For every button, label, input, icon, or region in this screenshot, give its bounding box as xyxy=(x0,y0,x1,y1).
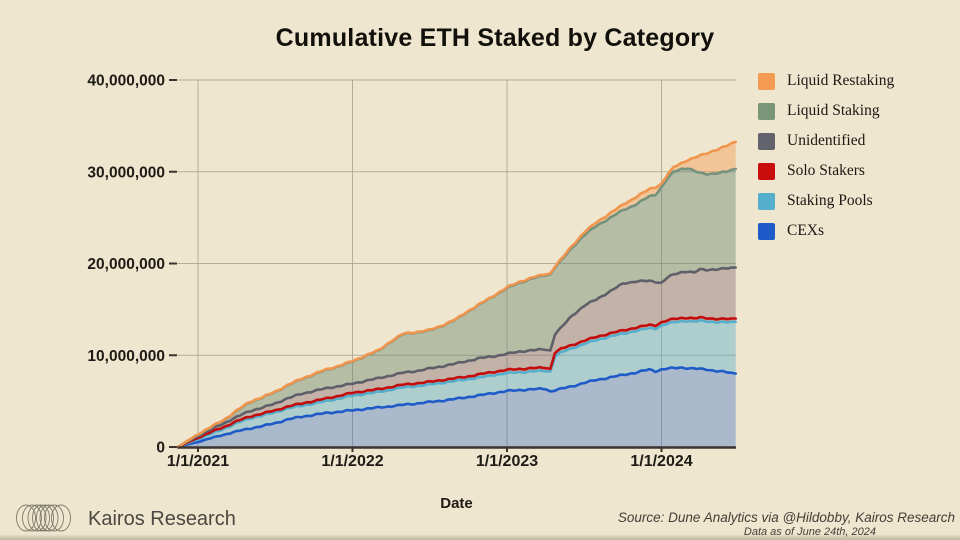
legend-label: Liquid Restaking xyxy=(787,72,895,89)
area-liquid-staking xyxy=(177,168,736,447)
legend-label: Solo Stakers xyxy=(787,162,865,179)
y-tick-label: 40,000,000 xyxy=(87,73,165,90)
legend-label: CEXs xyxy=(787,222,825,239)
x-tick-label: 1/1/2022 xyxy=(321,453,383,470)
slide-edge-shadow xyxy=(0,534,960,540)
data-as-of-note: Data as of June 24th, 2024 xyxy=(743,526,876,538)
brand-block: Kairos Research xyxy=(14,501,236,537)
chart-legend: Liquid Restaking Liquid Staking Unidentifi… xyxy=(758,66,958,246)
solo-stakers-swatch-icon xyxy=(758,162,775,180)
kairos-rings-logo-icon xyxy=(16,504,71,532)
x-tick-label: 1/1/2021 xyxy=(167,453,229,470)
cexs-swatch-icon xyxy=(758,222,775,240)
legend-item-unidentified: Unidentified xyxy=(758,126,958,156)
legend-label: Liquid Staking xyxy=(787,102,880,119)
area-cexs xyxy=(177,367,736,447)
y-tick-label: 30,000,000 xyxy=(87,164,165,181)
unidentified-swatch-icon xyxy=(758,132,775,150)
staking-pools-swatch-icon xyxy=(758,192,775,210)
chart-title: Cumulative ETH Staked by Category xyxy=(275,24,715,52)
legend-item-staking-pools: Staking Pools xyxy=(758,186,958,216)
x-tick-label: 1/1/2024 xyxy=(630,453,692,470)
legend-item-liquid-restaking: Liquid Restaking xyxy=(758,66,958,96)
area-unidentified xyxy=(177,267,736,447)
legend-item-solo-stakers: Solo Stakers xyxy=(758,156,958,186)
brand-name: Kairos Research xyxy=(88,507,236,530)
liquid-restaking-swatch-icon xyxy=(758,72,775,90)
x-tick-label: 1/1/2023 xyxy=(476,453,538,470)
y-tick-label: 20,000,000 xyxy=(87,256,165,273)
legend-label: Staking Pools xyxy=(787,192,873,209)
y-tick-label: 0 xyxy=(156,440,165,457)
x-axis-title: Date xyxy=(440,495,473,512)
y-tick-label: 10,000,000 xyxy=(87,348,165,365)
legend-item-cexs: CEXs xyxy=(758,216,958,246)
line-cexs xyxy=(176,366,737,449)
legend-label: Unidentified xyxy=(787,132,866,149)
line-solo-stakers xyxy=(176,315,737,449)
line-staking-pools xyxy=(176,318,737,449)
line-unidentified xyxy=(176,266,737,449)
legend-item-liquid-staking: Liquid Staking xyxy=(758,96,958,126)
source-attribution: Source: Dune Analytics via @Hildobby, Ka… xyxy=(617,510,955,525)
area-staking-pools xyxy=(177,320,736,447)
liquid-staking-swatch-icon xyxy=(758,102,775,120)
line-liquid-restaking xyxy=(176,140,737,449)
